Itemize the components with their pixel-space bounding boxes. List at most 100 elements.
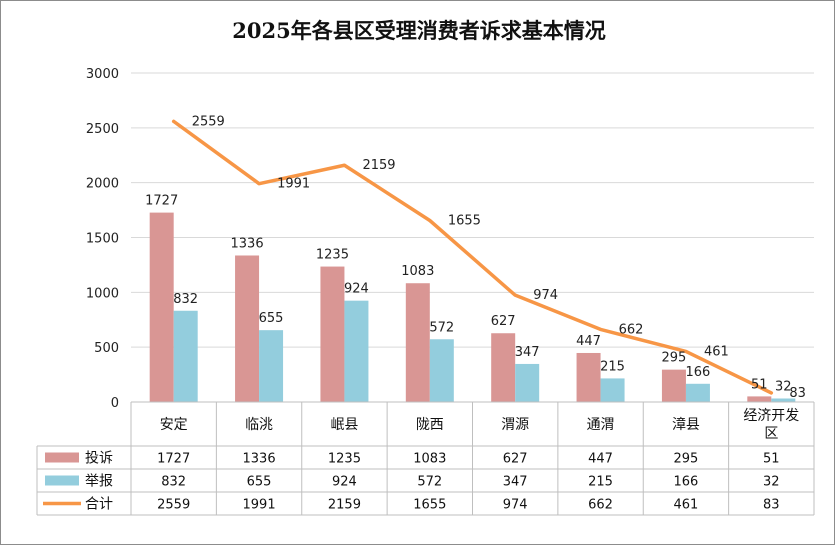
legend-label: 举报 — [85, 474, 113, 490]
table-cell: 32 — [763, 475, 780, 490]
y-tick-label: 500 — [94, 341, 119, 356]
total-series-line — [171, 119, 774, 395]
bar-complaint — [149, 212, 174, 402]
category-label: 安定 — [160, 417, 188, 433]
data-label-report: 924 — [344, 282, 369, 297]
table-cell: 461 — [674, 498, 699, 513]
data-label-total: 461 — [704, 344, 729, 359]
bar-complaint — [405, 283, 430, 402]
table-cell: 655 — [247, 475, 272, 490]
table-cell: 2159 — [328, 498, 361, 513]
y-tick-label: 1500 — [86, 232, 119, 247]
category-label: 岷县 — [330, 417, 358, 433]
table-cell: 1655 — [413, 498, 446, 513]
table-cell: 572 — [417, 475, 442, 490]
bar-complaint — [661, 369, 686, 402]
bar-report — [685, 383, 710, 402]
bar-report — [429, 339, 454, 402]
data-label-report: 166 — [686, 365, 711, 380]
bars — [149, 212, 796, 402]
bar-complaint — [747, 396, 772, 402]
data-label-report: 32 — [775, 379, 792, 394]
data-label-complaint: 295 — [662, 351, 687, 366]
chart-title: 2025年各县区受理消费者诉求基本情况 — [232, 18, 605, 43]
y-tick-label: 2500 — [86, 122, 119, 137]
data-label-report: 215 — [600, 359, 625, 374]
y-tick-label: 1000 — [86, 286, 119, 301]
data-label-complaint: 627 — [491, 314, 516, 329]
legend-swatch-report — [45, 475, 79, 486]
data-label-report: 572 — [429, 320, 454, 335]
table-cell: 295 — [674, 452, 699, 467]
table-cell: 924 — [332, 475, 357, 490]
data-label-report: 832 — [173, 292, 198, 307]
bar-report — [771, 398, 796, 402]
data-label-total: 2159 — [362, 158, 395, 173]
bar-report — [173, 310, 198, 402]
table-cell: 166 — [674, 475, 699, 490]
data-labels: 1727 832 1336 655 1235 924 1083 572 627 347 447 215… — [145, 114, 806, 401]
data-label-total: 974 — [533, 288, 558, 303]
total-line — [171, 119, 774, 395]
table-cell: 83 — [763, 498, 780, 513]
data-label-complaint: 1235 — [316, 248, 349, 263]
bar-complaint — [491, 333, 516, 402]
table-cell: 1083 — [413, 452, 446, 467]
data-label-complaint: 1727 — [145, 194, 178, 209]
category-label: 通渭 — [587, 417, 615, 433]
table-cell: 627 — [503, 452, 528, 467]
table-cell: 2559 — [157, 498, 190, 513]
data-label-total: 83 — [789, 386, 806, 401]
table-cell: 51 — [763, 452, 780, 467]
data-label-complaint: 447 — [576, 334, 601, 349]
table-cell: 1991 — [243, 498, 276, 513]
data-label-report: 347 — [515, 345, 540, 360]
data-label-complaint: 1336 — [231, 236, 264, 251]
category-label: 临洮 — [245, 417, 273, 433]
table-cell: 832 — [161, 475, 186, 490]
table-cell: 1235 — [328, 452, 361, 467]
total-point — [599, 327, 603, 331]
table-cell: 1727 — [157, 452, 190, 467]
bar-report — [344, 300, 369, 402]
bar-report — [600, 378, 625, 402]
total-point — [257, 182, 261, 186]
category-label: 陇西 — [416, 417, 444, 433]
data-label-total: 2559 — [192, 114, 225, 129]
data-label-complaint: 1083 — [401, 264, 434, 279]
bar-report — [515, 363, 540, 402]
data-label-total: 1655 — [448, 214, 481, 229]
data-label-total: 662 — [619, 322, 644, 337]
table-cell: 347 — [503, 475, 528, 490]
data-label-report: 655 — [259, 311, 284, 326]
legend-label: 投诉 — [85, 451, 113, 467]
total-point — [342, 163, 346, 167]
table-cell: 662 — [588, 498, 613, 513]
data-label-total: 1991 — [277, 177, 310, 192]
y-tick-label: 0 — [111, 396, 119, 411]
total-point — [428, 219, 432, 223]
total-point — [769, 391, 773, 395]
table-cell: 215 — [588, 475, 613, 490]
category-label: 渭源 — [501, 417, 529, 433]
category-label: 漳县 — [672, 416, 700, 433]
data-label-complaint: 51 — [751, 377, 768, 392]
bar-report — [259, 330, 284, 402]
y-axis-ticks: 0 500 1000 1500 2000 2500 3000 — [86, 67, 119, 411]
table-cell: 1336 — [243, 452, 276, 467]
legend-label: 合计 — [85, 497, 113, 513]
category-label: 经济开发区 — [743, 408, 799, 442]
legend-swatch-complaint — [45, 452, 79, 463]
y-tick-label: 3000 — [86, 67, 119, 82]
total-point — [172, 119, 176, 123]
bar-complaint — [576, 352, 601, 402]
table-cell: 447 — [588, 452, 613, 467]
table-cell: 974 — [503, 498, 528, 513]
bar-complaint — [235, 255, 260, 402]
total-point — [684, 349, 688, 353]
y-tick-label: 2000 — [86, 177, 119, 192]
bar-complaint — [320, 266, 345, 402]
